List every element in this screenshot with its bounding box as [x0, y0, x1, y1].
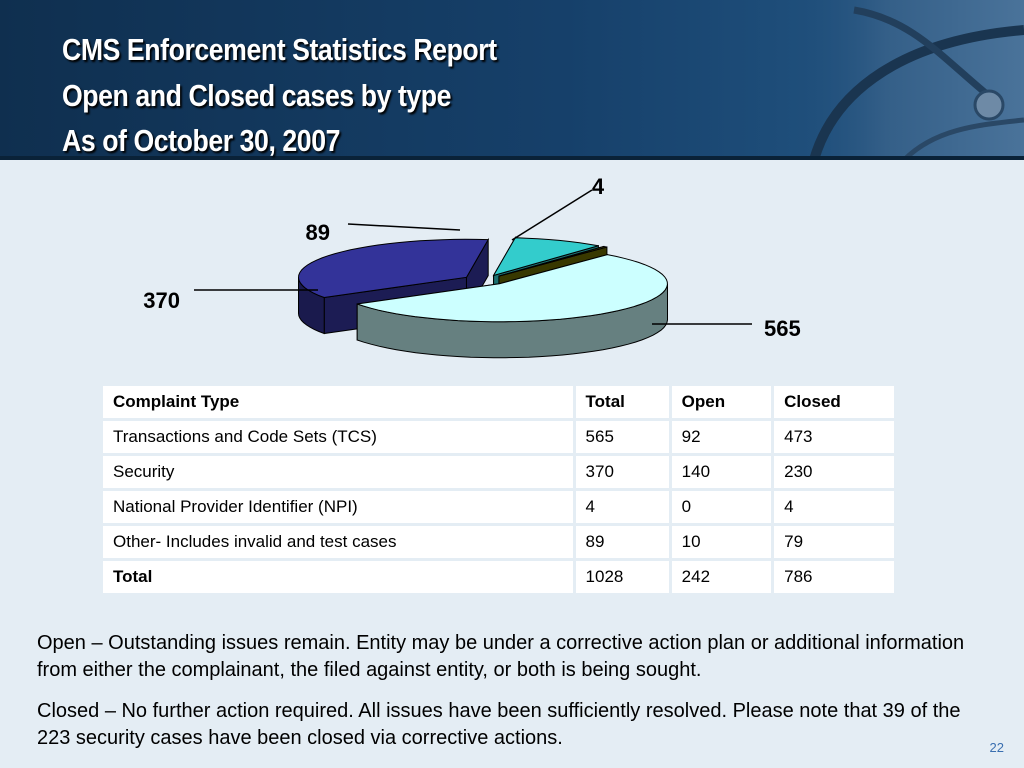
table-row: Other- Includes invalid and test cases 8…: [100, 523, 897, 561]
title-line-3: As of October 30, 2007: [62, 123, 340, 158]
title-line-1: CMS Enforcement Statistics Report: [62, 32, 497, 67]
cell-closed: 786: [771, 558, 897, 596]
pie-slice-group: [356, 253, 668, 359]
cell-closed: 230: [771, 453, 897, 491]
table-row: National Provider Identifier (NPI) 4 0 4: [100, 488, 897, 526]
closed-definition-note: Closed – No further action required. All…: [37, 700, 961, 749]
cell-type: National Provider Identifier (NPI): [100, 488, 576, 526]
header-divider: [0, 156, 1024, 160]
pie-chart: 565 370 89 4: [143, 174, 801, 359]
pie-slice: [492, 237, 599, 277]
cell-type: Transactions and Code Sets (TCS): [100, 418, 576, 456]
data-label: 370: [143, 288, 180, 313]
cell-open: 140: [668, 453, 775, 491]
cell-total: 370: [572, 453, 672, 491]
table-row: Security 370 140 230: [100, 453, 897, 491]
cell-total: 89: [572, 523, 672, 561]
cell-total: 1028: [572, 558, 672, 596]
cell-type: Other- Includes invalid and test cases: [100, 523, 576, 561]
open-definition-note: Open – Outstanding issues remain. Entity…: [37, 632, 965, 681]
cell-total: 565: [572, 418, 672, 456]
cell-open: 92: [668, 418, 775, 456]
cell-total: 4: [572, 488, 672, 526]
data-label: 4: [592, 174, 605, 199]
pie-slice: [498, 245, 608, 277]
pie-slice: [297, 238, 490, 299]
header-closed: Closed: [771, 383, 897, 421]
cell-open: 0: [668, 488, 775, 526]
cell-open: 10: [668, 523, 775, 561]
cell-closed: 79: [771, 523, 897, 561]
title-line-2: Open and Closed cases by type: [62, 78, 452, 113]
leader-line: [347, 223, 461, 231]
data-label: 89: [306, 220, 330, 245]
header-open: Open: [668, 383, 775, 421]
table-total-row: Total 1028 242 786: [100, 558, 897, 596]
slide-header: CMS Enforcement Statistics Report Open a…: [0, 0, 1024, 160]
cell-type: Total: [100, 558, 576, 596]
complaint-table: Complaint Type Total Open Closed Transac…: [100, 383, 897, 596]
cell-closed: 4: [771, 488, 897, 526]
data-label: 565: [764, 316, 801, 341]
cell-open: 242: [668, 558, 775, 596]
cell-type: Security: [100, 453, 576, 491]
table-header-row: Complaint Type Total Open Closed: [100, 383, 897, 421]
header-total: Total: [572, 383, 672, 421]
page-number: 22: [989, 740, 1004, 755]
leader-line: [511, 189, 593, 241]
header-complaint-type: Complaint Type: [100, 383, 576, 421]
stethoscope-image: [794, 0, 1024, 160]
cell-closed: 473: [771, 418, 897, 456]
table-row: Transactions and Code Sets (TCS) 565 92 …: [100, 418, 897, 456]
pie-slice: [357, 254, 668, 323]
